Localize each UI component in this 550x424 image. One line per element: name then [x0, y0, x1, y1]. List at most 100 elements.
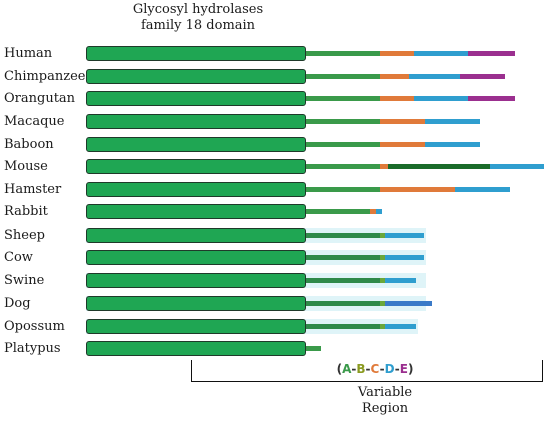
- gh18-domain-bar: [86, 296, 306, 311]
- variable-region-segment: [425, 119, 480, 124]
- variable-region-segment: [380, 96, 414, 101]
- species-row: Baboon: [0, 135, 550, 155]
- variable-region-segment: [468, 51, 515, 56]
- gh18-domain-bar: [86, 137, 306, 152]
- variable-region-segment: [380, 51, 414, 56]
- variable-region-segment: [306, 51, 380, 56]
- species-label: Rabbit: [4, 204, 48, 219]
- species-label: Dog: [4, 296, 31, 311]
- legend-a: A: [342, 362, 352, 376]
- species-label: Baboon: [4, 137, 54, 152]
- species-row: Human: [0, 44, 550, 64]
- variable-region-segment: [306, 187, 380, 192]
- variable-region-segment: [306, 119, 380, 124]
- variable-region-segment: [380, 301, 385, 306]
- legend-close-paren: ): [407, 362, 414, 376]
- species-label: Sheep: [4, 228, 45, 243]
- species-label: Swine: [4, 273, 45, 288]
- variable-region-segment: [385, 255, 424, 260]
- variable-region-segment: [380, 164, 388, 169]
- species-row: Dog: [0, 294, 550, 314]
- legend-dash: -: [351, 362, 357, 376]
- species-row: Orangutan: [0, 89, 550, 109]
- legend-d: D: [384, 362, 395, 376]
- legend-dash: -: [379, 362, 385, 376]
- species-row: Sheep: [0, 226, 550, 246]
- species-label: Hamster: [4, 182, 62, 197]
- variable-region-segment: [380, 142, 425, 147]
- legend-b: B: [356, 362, 366, 376]
- species-label: Opossum: [4, 319, 65, 334]
- species-row: Macaque: [0, 112, 550, 132]
- variable-region-segment: [460, 74, 505, 79]
- species-label: Platypus: [4, 341, 61, 356]
- variable-region-segment: [425, 142, 480, 147]
- variable-region-segment: [414, 51, 468, 56]
- variable-region-segment: [455, 187, 510, 192]
- variable-region-segment: [306, 164, 380, 169]
- species-label: Human: [4, 46, 53, 61]
- variable-region-label: Variable Region: [310, 385, 460, 417]
- species-row: Mouse: [0, 157, 550, 177]
- variable-region-segment: [380, 233, 385, 238]
- species-row: Rabbit: [0, 202, 550, 222]
- species-row: Platypus: [0, 339, 550, 359]
- variable-region-segment: [306, 233, 380, 238]
- variable-region-segment: [380, 278, 385, 283]
- legend-dash: -: [394, 362, 400, 376]
- species-row: Opossum: [0, 317, 550, 337]
- variable-region-segment: [388, 164, 490, 169]
- variable-region-segment: [414, 96, 468, 101]
- variable-region-segment: [380, 255, 385, 260]
- variable-region-segment: [306, 96, 380, 101]
- variable-region-segment: [306, 346, 321, 351]
- species-row: Hamster: [0, 180, 550, 200]
- variable-region-segment: [306, 278, 380, 283]
- gh18-domain-bar: [86, 204, 306, 219]
- gh18-domain-bar: [86, 319, 306, 334]
- variable-region-segment: [385, 301, 432, 306]
- domain-header: Glycosyl hydrolases family 18 domain: [88, 2, 308, 34]
- species-label: Mouse: [4, 159, 48, 174]
- gh18-domain-bar: [86, 69, 306, 84]
- legend-c: C: [370, 362, 380, 376]
- variable-region-segment: [385, 324, 416, 329]
- domain-header-line1: Glycosyl hydrolases: [132, 2, 264, 17]
- gh18-domain-bar: [86, 182, 306, 197]
- variable-region-segment: [385, 278, 416, 283]
- species-label: Macaque: [4, 114, 65, 129]
- variable-region-segment: [370, 209, 376, 214]
- variable-region-segment: [306, 324, 380, 329]
- species-label: Chimpanzee: [4, 69, 86, 84]
- gh18-domain-bar: [86, 228, 306, 243]
- variable-region-line2: Region: [361, 401, 409, 416]
- species-row: Cow: [0, 248, 550, 268]
- variable-region-segment: [380, 324, 385, 329]
- variable-region-segment: [490, 164, 544, 169]
- variable-region-segment: [306, 301, 380, 306]
- variable-region-segment: [380, 187, 455, 192]
- variable-region-segment: [306, 74, 380, 79]
- gh18-domain-bar: [86, 250, 306, 265]
- variable-region-bracket: [191, 360, 543, 382]
- variable-region-segment: [385, 233, 424, 238]
- gh18-domain-bar: [86, 273, 306, 288]
- gh18-domain-bar: [86, 91, 306, 106]
- variable-region-segment: [306, 255, 380, 260]
- species-row: Chimpanzee: [0, 67, 550, 87]
- species-row: Swine: [0, 271, 550, 291]
- legend-dash: -: [365, 362, 371, 376]
- variable-region-segment: [376, 209, 382, 214]
- species-label: Orangutan: [4, 91, 76, 106]
- domain-header-line2: family 18 domain: [140, 18, 256, 33]
- gh18-domain-bar: [86, 114, 306, 129]
- variable-region-segment: [468, 96, 515, 101]
- variable-region-segment: [409, 74, 460, 79]
- variable-region-segment: [306, 142, 380, 147]
- variable-region-segment: [306, 209, 370, 214]
- variable-region-segment: [380, 74, 409, 79]
- variable-region-line1: Variable: [357, 385, 413, 400]
- variable-region-segment: [380, 119, 425, 124]
- gh18-domain-bar: [86, 46, 306, 61]
